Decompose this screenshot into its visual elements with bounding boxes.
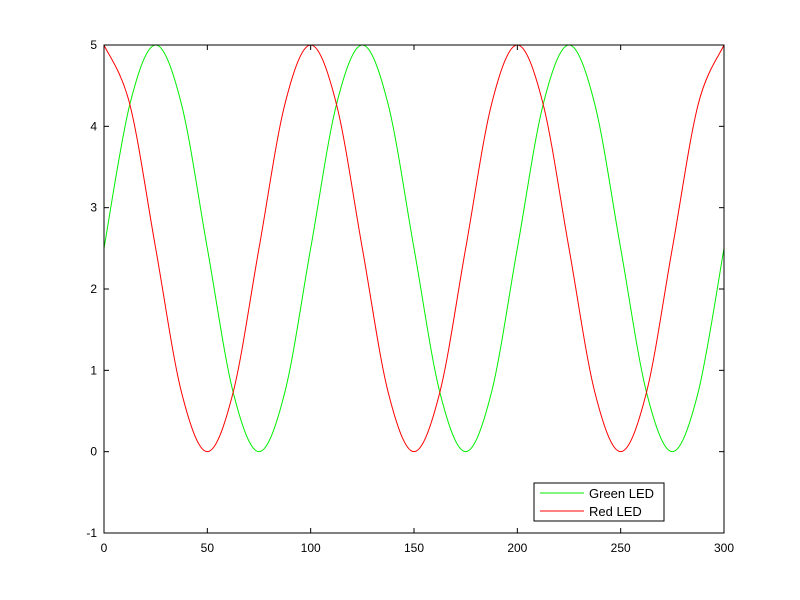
y-tick-label: 5 [90,38,97,52]
x-tick-label: 50 [201,541,215,555]
series-line-green-led [103,44,725,453]
y-tick-label: 2 [90,282,97,296]
x-tick-label: 300 [714,541,734,555]
x-tick-label: 100 [301,541,321,555]
y-tick-label: 3 [90,201,97,215]
x-axis: 0 50 100 150 200 250 300 [101,45,734,555]
y-axis: -1 0 1 2 3 4 5 [86,38,724,540]
y-tick-label: 4 [90,119,97,133]
legend-label: Green LED [589,486,654,501]
x-tick-label: 200 [507,541,527,555]
x-tick-label: 150 [404,541,424,555]
y-tick-label: -1 [86,526,97,540]
y-tick-label: 1 [90,363,97,377]
series-line-red-led [103,44,725,453]
plot-area [104,45,724,533]
x-tick-label: 0 [101,541,108,555]
x-tick-label: 250 [611,541,631,555]
legend-label: Red LED [589,504,642,519]
legend: Green LED Red LED [533,482,665,522]
series-layer [103,44,725,453]
legend-box [533,482,665,522]
y-tick-label: 0 [90,445,97,459]
